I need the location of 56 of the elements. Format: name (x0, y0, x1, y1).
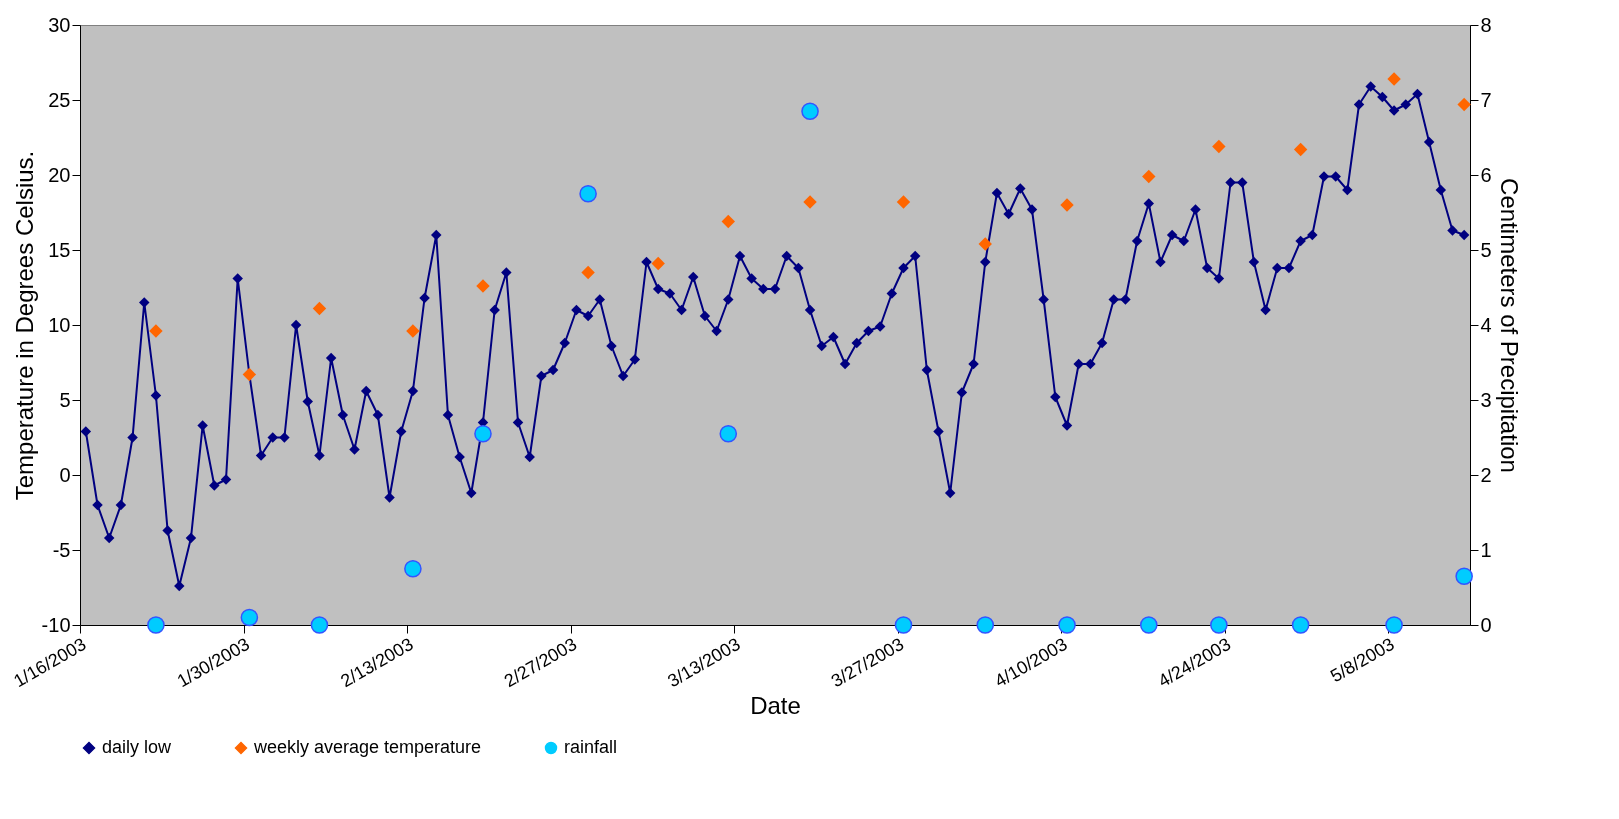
point (579, 184, 597, 203)
point (404, 559, 422, 578)
point (801, 102, 819, 121)
point (310, 616, 329, 634)
legend-label: weekly average temperature (253, 737, 482, 757)
point (474, 424, 492, 443)
point (1293, 142, 1308, 157)
point (581, 265, 595, 280)
y2-tick-label: 4 (1480, 313, 1492, 336)
point (1291, 616, 1310, 634)
y2-tick-label: 7 (1480, 88, 1492, 111)
point (803, 195, 817, 209)
y-tick-label: 5 (59, 388, 71, 411)
point (1139, 616, 1158, 634)
point (312, 301, 327, 316)
y2-tick-label: 3 (1480, 388, 1492, 411)
y2-tick-label: 2 (1480, 463, 1492, 486)
point (721, 214, 735, 229)
point (476, 279, 490, 293)
point (1455, 567, 1473, 586)
point (1387, 72, 1401, 86)
point (1058, 616, 1076, 634)
point (240, 608, 259, 627)
y2-axis-title: Centimeters of Precipitation (1495, 178, 1523, 473)
point (896, 195, 911, 209)
point (147, 616, 165, 634)
y-tick-label: 30 (48, 13, 71, 36)
y2-tick-label: 0 (1480, 613, 1492, 636)
y2-tick-label: 6 (1480, 163, 1492, 186)
point (406, 324, 420, 338)
point (978, 237, 992, 251)
point (894, 616, 913, 634)
point (976, 616, 995, 634)
y-tick-label: 10 (48, 313, 71, 336)
y-tick-label: -10 (41, 613, 71, 636)
point (1210, 616, 1228, 634)
y-tick-label: -5 (52, 538, 71, 561)
point (1060, 198, 1074, 212)
y-tick-label: 0 (59, 463, 71, 486)
x-axis-title: Date (750, 692, 801, 720)
y2-tick-label: 8 (1480, 13, 1492, 36)
point (1142, 169, 1156, 184)
point (719, 424, 738, 443)
point (1385, 616, 1403, 634)
y2-tick-label: 1 (1480, 538, 1492, 561)
y-tick-label: 20 (48, 163, 71, 186)
point (1212, 139, 1226, 154)
y-tick-label: 15 (48, 238, 71, 261)
legend-label: daily low (102, 737, 173, 757)
point (651, 256, 665, 271)
point (149, 324, 163, 338)
point (1457, 97, 1471, 112)
y2-tick-label: 5 (1480, 238, 1492, 261)
legend-label: rainfall (564, 737, 618, 757)
y-axis-title: Temperature in Degrees Celsius. (10, 150, 38, 501)
y-tick-label: 25 (48, 88, 71, 111)
